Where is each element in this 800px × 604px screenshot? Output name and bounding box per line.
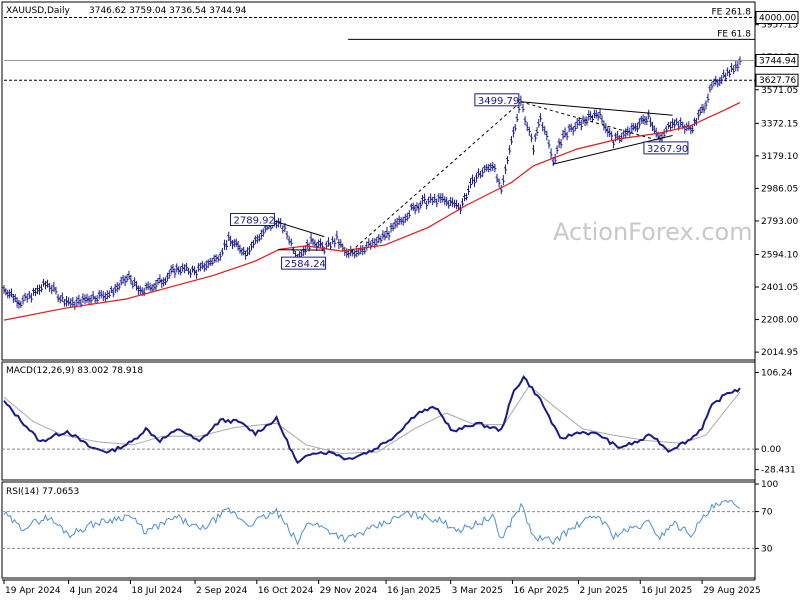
price-label-res: 3627.76 — [759, 76, 796, 86]
annotation-label: 3267.90 — [647, 144, 688, 155]
x-tick-label: 3 Mar 2025 — [452, 586, 503, 596]
annotation-label: 2584.24 — [285, 259, 326, 270]
rsi-header: RSI(14) 77.0653 — [6, 487, 79, 497]
trendline — [274, 221, 325, 237]
rsi-y-tick-label: 100 — [761, 480, 778, 490]
price-y-tick-label: 2208.00 — [761, 316, 798, 326]
price-y-tick-label: 2014.95 — [761, 348, 798, 358]
macd-y-tick-label: 0.00 — [761, 445, 781, 455]
price-y-tick-label: 3179.10 — [761, 152, 798, 162]
x-tick-label: 2 Jun 2025 — [579, 586, 627, 596]
rsi-panel-frame — [2, 482, 755, 578]
watermark: ActionForex.com — [553, 218, 753, 246]
x-tick-label: 29 Nov 2024 — [320, 586, 378, 596]
x-tick-label: 16 Oct 2024 — [258, 586, 314, 596]
level-label-fe261: FE 261.8 — [712, 7, 752, 17]
price-y-tick-label: 3372.15 — [761, 119, 798, 129]
price-y-tick-label: 2986.05 — [761, 184, 798, 194]
macd-line — [4, 377, 740, 463]
x-tick-label: 19 Apr 2024 — [5, 586, 61, 596]
annotation-label: 3499.79 — [478, 96, 519, 107]
macd-y-tick-label: -28.431 — [761, 466, 796, 476]
annotation-label: 2789.92 — [233, 215, 274, 226]
x-tick-label: 16 Jul 2025 — [641, 586, 692, 596]
price-y-tick-label: 3571.05 — [761, 86, 798, 96]
x-tick-label: 4 Jun 2024 — [70, 586, 119, 596]
rsi-y-tick-label: 30 — [761, 544, 773, 554]
macd-panel-frame — [2, 362, 755, 480]
macd-y-tick-label: 106.24 — [761, 368, 793, 378]
rsi-y-tick-label: 70 — [761, 508, 773, 518]
x-tick-label: 16 Jan 2025 — [387, 586, 441, 596]
trendline — [347, 102, 521, 255]
x-tick-label: 29 Aug 2025 — [703, 586, 761, 596]
chart-symbol: XAUUSD,Daily — [6, 6, 70, 16]
price-y-tick-label: 2401.05 — [761, 283, 798, 293]
price-y-tick-label: 2793.00 — [761, 217, 798, 227]
level-label-fe618: FE 61.8 — [717, 29, 751, 39]
chart-ohlc-values: 3746.62 3759.04 3736.54 3744.94 — [89, 6, 247, 16]
price-label-last: 3744.94 — [759, 56, 796, 66]
price-label-fe261: 4000.00 — [759, 13, 796, 23]
x-tick-label: 2 Sep 2024 — [196, 586, 248, 596]
price-y-tick-label: 2594.10 — [761, 250, 798, 260]
rsi-line — [4, 501, 740, 545]
price-panel-frame — [2, 2, 755, 360]
macd-header: MACD(12,26,9) 83.002 78.918 — [6, 366, 143, 376]
price-bars — [3, 56, 742, 309]
x-tick-label: 18 Jul 2024 — [131, 586, 182, 596]
x-tick-label: 16 Apr 2025 — [513, 586, 569, 596]
